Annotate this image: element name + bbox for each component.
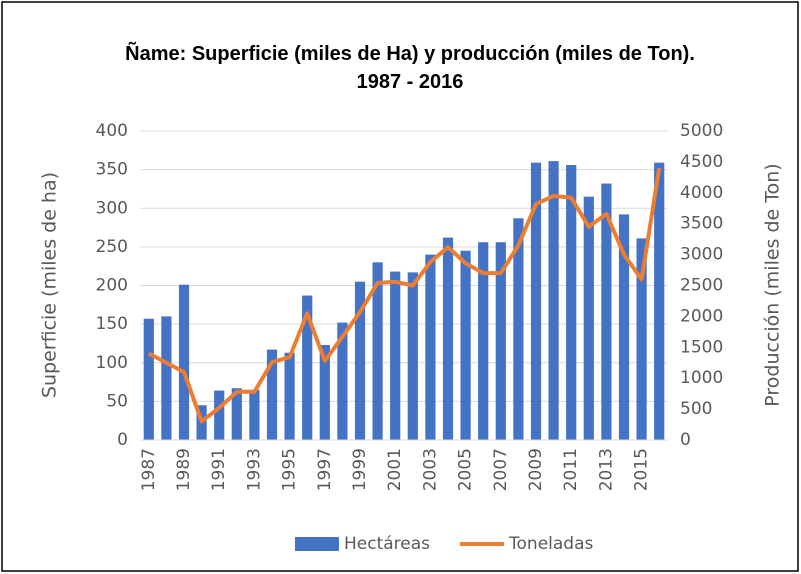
y2-axis-label: Producción (miles de Ton) — [762, 163, 784, 406]
x-tick-label: 1997 — [315, 448, 335, 491]
x-tick-label: 1999 — [350, 448, 370, 491]
x-tick-label: 2001 — [385, 448, 405, 491]
bar — [249, 389, 260, 440]
y-tick-label: 0 — [117, 430, 128, 450]
y2-tick-label: 500 — [680, 399, 712, 419]
y2-tick-label: 4000 — [680, 183, 723, 203]
bar — [654, 162, 665, 441]
bar — [530, 162, 542, 441]
bar — [495, 242, 506, 440]
x-tick-label: 2011 — [561, 448, 581, 491]
y-tick-label: 100 — [96, 353, 128, 373]
bar — [372, 262, 383, 440]
legend-label: Hectáreas — [344, 534, 430, 554]
x-tick-label: 1993 — [244, 448, 264, 491]
y-tick-label: 50 — [106, 391, 128, 411]
y2-tick-label: 4500 — [680, 152, 723, 172]
bar — [548, 161, 559, 440]
chart-title: Ñame: Superficie (miles de Ha) y producc… — [125, 43, 695, 93]
legend-label: Toneladas — [508, 534, 593, 554]
y-tick-label: 350 — [96, 160, 128, 180]
bar — [618, 214, 630, 440]
x-tick-label: 1987 — [139, 448, 159, 491]
bar — [161, 316, 172, 440]
bar — [354, 281, 366, 440]
bar — [319, 344, 330, 440]
x-tick-label: 2015 — [632, 448, 652, 491]
y2-tick-label: 1000 — [680, 368, 723, 388]
y2-tick-label: 2000 — [680, 306, 723, 326]
bar — [214, 390, 225, 440]
y2-tick-label: 5000 — [680, 121, 723, 141]
y-tick-label: 400 — [96, 121, 128, 141]
bar — [442, 237, 454, 440]
y2-tick-label: 1500 — [680, 337, 723, 357]
x-tick-label: 1989 — [174, 448, 194, 491]
bar — [460, 250, 471, 440]
line — [147, 167, 662, 424]
bar — [566, 164, 577, 441]
bar — [601, 183, 612, 440]
bar — [583, 196, 594, 440]
y2-tick-label: 3500 — [680, 214, 723, 234]
y-tick-label: 300 — [96, 198, 128, 218]
x-tick-label: 1991 — [209, 448, 229, 491]
y-tick-label: 250 — [96, 237, 128, 257]
bar — [284, 352, 295, 440]
x-tick-label: 2013 — [596, 448, 616, 491]
y2-tick-label: 2500 — [680, 276, 723, 296]
y2-tick-label: 0 — [680, 430, 691, 450]
bar — [407, 272, 418, 440]
x-tick-label: 2003 — [420, 448, 440, 491]
bar — [425, 254, 436, 440]
bar — [231, 388, 242, 440]
bar — [337, 322, 348, 440]
y2-tick-label: 3000 — [680, 245, 723, 265]
x-tick-label: 2009 — [526, 448, 546, 491]
x-tick-label: 1995 — [280, 448, 300, 491]
x-tick-label: 2007 — [491, 448, 511, 491]
y-tick-label: 200 — [96, 276, 128, 296]
y-tick-label: 150 — [96, 314, 128, 334]
bar — [636, 238, 647, 440]
bar — [513, 218, 524, 440]
y-axis-label: Superficie (miles de ha) — [39, 172, 61, 398]
legend-swatch — [295, 537, 339, 551]
bar — [302, 295, 313, 440]
bar — [390, 271, 401, 440]
x-tick-label: 2005 — [456, 448, 476, 491]
bar — [178, 284, 190, 440]
bar — [478, 242, 489, 440]
bar — [266, 349, 278, 440]
bar — [143, 318, 154, 440]
